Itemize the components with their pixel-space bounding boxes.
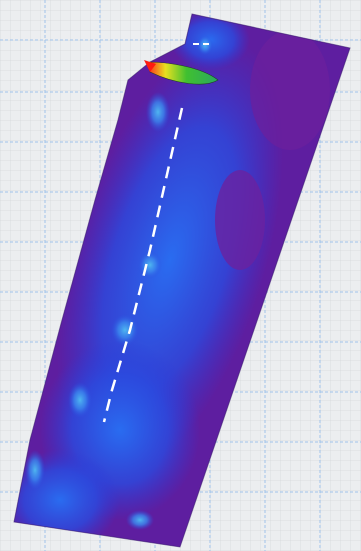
- path-line: [102, 107, 184, 423]
- domain-outline: [13, 13, 351, 548]
- hot-spot: [147, 61, 219, 85]
- hot-tip: [144, 60, 156, 72]
